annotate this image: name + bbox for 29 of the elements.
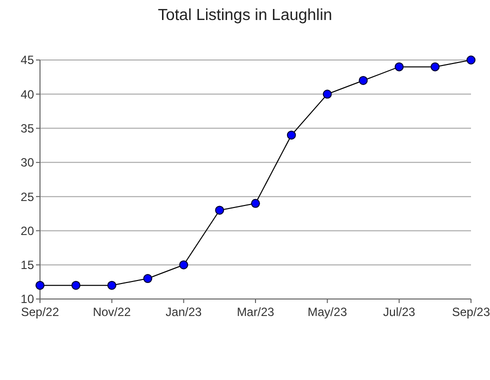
x-tick-label: Sep/22 (20, 305, 60, 319)
y-tick-label: 40 (20, 87, 34, 102)
point (251, 198, 260, 208)
y-tick-label: 25 (20, 190, 34, 204)
x-tick-label: Jan/23 (166, 305, 202, 319)
y-tick-label: 30 (20, 156, 34, 170)
y-tick-label: 10 (20, 292, 34, 306)
y-tick-label: 45 (20, 53, 34, 68)
point (215, 206, 224, 215)
point (286, 130, 296, 140)
point (466, 56, 476, 64)
x-tick-label: Nov/22 (92, 305, 132, 319)
y-tick-label: 35 (20, 121, 34, 136)
y-tick-label: 20 (20, 224, 34, 238)
point (358, 76, 368, 85)
point (322, 90, 332, 99)
y-tick-label: 15 (20, 258, 34, 272)
point (143, 274, 152, 284)
point (36, 280, 44, 290)
point (71, 280, 80, 290)
x-tick-label: Mar/23 (236, 305, 274, 319)
point (430, 62, 440, 72)
chart-title: Total Listings in Laughlin (158, 7, 332, 24)
x-tick-label: Sep/23 (452, 305, 490, 319)
point (107, 280, 116, 290)
point (394, 62, 404, 72)
point (179, 260, 188, 270)
x-tick-label: Jul/23 (383, 305, 416, 319)
x-tick-label: May/23 (308, 305, 348, 319)
